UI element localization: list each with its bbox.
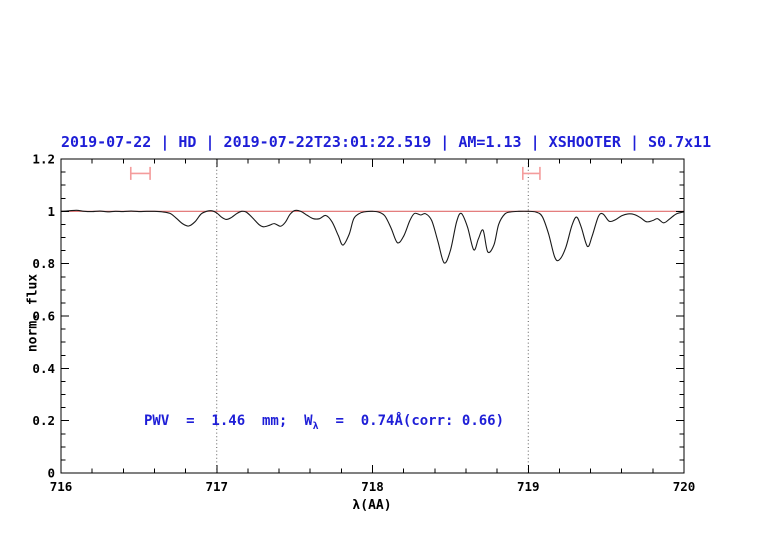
pwv-annotation-subscript: λ bbox=[312, 420, 319, 432]
pwv-annotation-post: = 0.74Å(corr: 0.66) bbox=[318, 413, 505, 429]
y-tick-labels: 0 0.2 0.4 0.6 0.8 1 1.2 bbox=[32, 152, 55, 481]
y-tick-label-0.6: 0.6 bbox=[32, 309, 55, 324]
x-tick-label-720: 720 bbox=[673, 479, 696, 494]
pwv-annotation: PWV = 1.46 mm; Wλ = 0.74Å(corr: 0.66) bbox=[144, 413, 505, 432]
x-tick-label-719: 719 bbox=[517, 479, 540, 494]
window-marker-1 bbox=[129, 166, 151, 180]
x-axis-label: λ(AA) bbox=[352, 498, 392, 513]
pwv-annotation-pre: PWV = 1.46 mm; W bbox=[144, 413, 313, 429]
spectrum-line bbox=[60, 209, 685, 264]
plot-title: 2019-07-22 | HD | 2019-07-22T23:01:22.51… bbox=[61, 133, 712, 151]
y-tick-label-0.4: 0.4 bbox=[32, 361, 55, 376]
window-marker-2 bbox=[521, 166, 541, 180]
x-tick-label-718: 718 bbox=[361, 479, 384, 494]
y-tick-label-1: 1 bbox=[47, 204, 55, 219]
x-tick-labels: 716 717 718 719 720 bbox=[50, 479, 696, 494]
x-tick-label-717: 717 bbox=[205, 479, 228, 494]
y-axis-label: norm. flux bbox=[25, 273, 41, 353]
y-tick-label-0.2: 0.2 bbox=[32, 413, 55, 428]
x-tick-label-716: 716 bbox=[50, 479, 73, 494]
y-tick-label-0: 0 bbox=[47, 466, 55, 481]
y-tick-label-0.8: 0.8 bbox=[32, 256, 55, 271]
y-tick-label-1.2: 1.2 bbox=[32, 152, 55, 167]
window-markers bbox=[129, 166, 541, 180]
axis-ticks bbox=[60, 158, 685, 474]
